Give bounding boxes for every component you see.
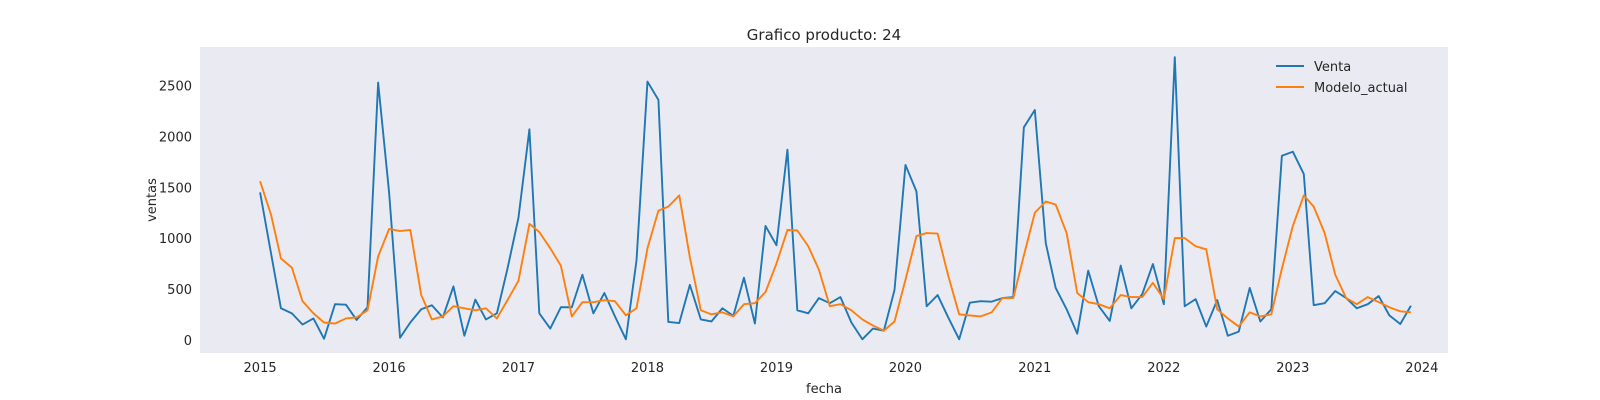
y-tick-label: 1000 bbox=[159, 232, 192, 247]
x-axis-ticks: 2015 2016 2017 2018 2019 2020 2021 2022 2023 2024 bbox=[244, 361, 1439, 376]
plot-background bbox=[200, 47, 1448, 353]
x-tick-label: 2023 bbox=[1276, 361, 1309, 376]
x-axis-label: fecha bbox=[806, 382, 842, 397]
x-tick-label: 2020 bbox=[889, 361, 922, 376]
y-tick-label: 1500 bbox=[159, 181, 192, 196]
x-tick-label: 2016 bbox=[373, 361, 406, 376]
x-tick-label: 2021 bbox=[1018, 361, 1051, 376]
series-line-modelo-actual bbox=[259, 180, 1411, 332]
y-tick-label: 2000 bbox=[159, 130, 192, 145]
y-tick-label: 500 bbox=[167, 283, 192, 298]
series-layer bbox=[259, 56, 1412, 341]
x-tick-label: 2022 bbox=[1147, 361, 1180, 376]
x-tick-label: 2017 bbox=[502, 361, 535, 376]
legend-label: Venta bbox=[1314, 60, 1351, 75]
series-line-venta bbox=[259, 56, 1412, 341]
y-tick-label: 2500 bbox=[159, 80, 192, 95]
x-tick-label: 2018 bbox=[631, 361, 664, 376]
y-tick-label: 0 bbox=[184, 334, 192, 349]
legend-label: Modelo_actual bbox=[1314, 81, 1408, 96]
legend: Venta Modelo_actual bbox=[1276, 60, 1408, 96]
x-tick-label: 2024 bbox=[1405, 361, 1438, 376]
y-axis-ticks: 0 500 1000 1500 2000 2500 bbox=[159, 80, 192, 349]
x-tick-label: 2019 bbox=[760, 361, 793, 376]
y-axis-label: ventas bbox=[145, 178, 160, 222]
x-tick-label: 2015 bbox=[244, 361, 277, 376]
chart-title: Grafico producto: 24 bbox=[747, 26, 901, 44]
